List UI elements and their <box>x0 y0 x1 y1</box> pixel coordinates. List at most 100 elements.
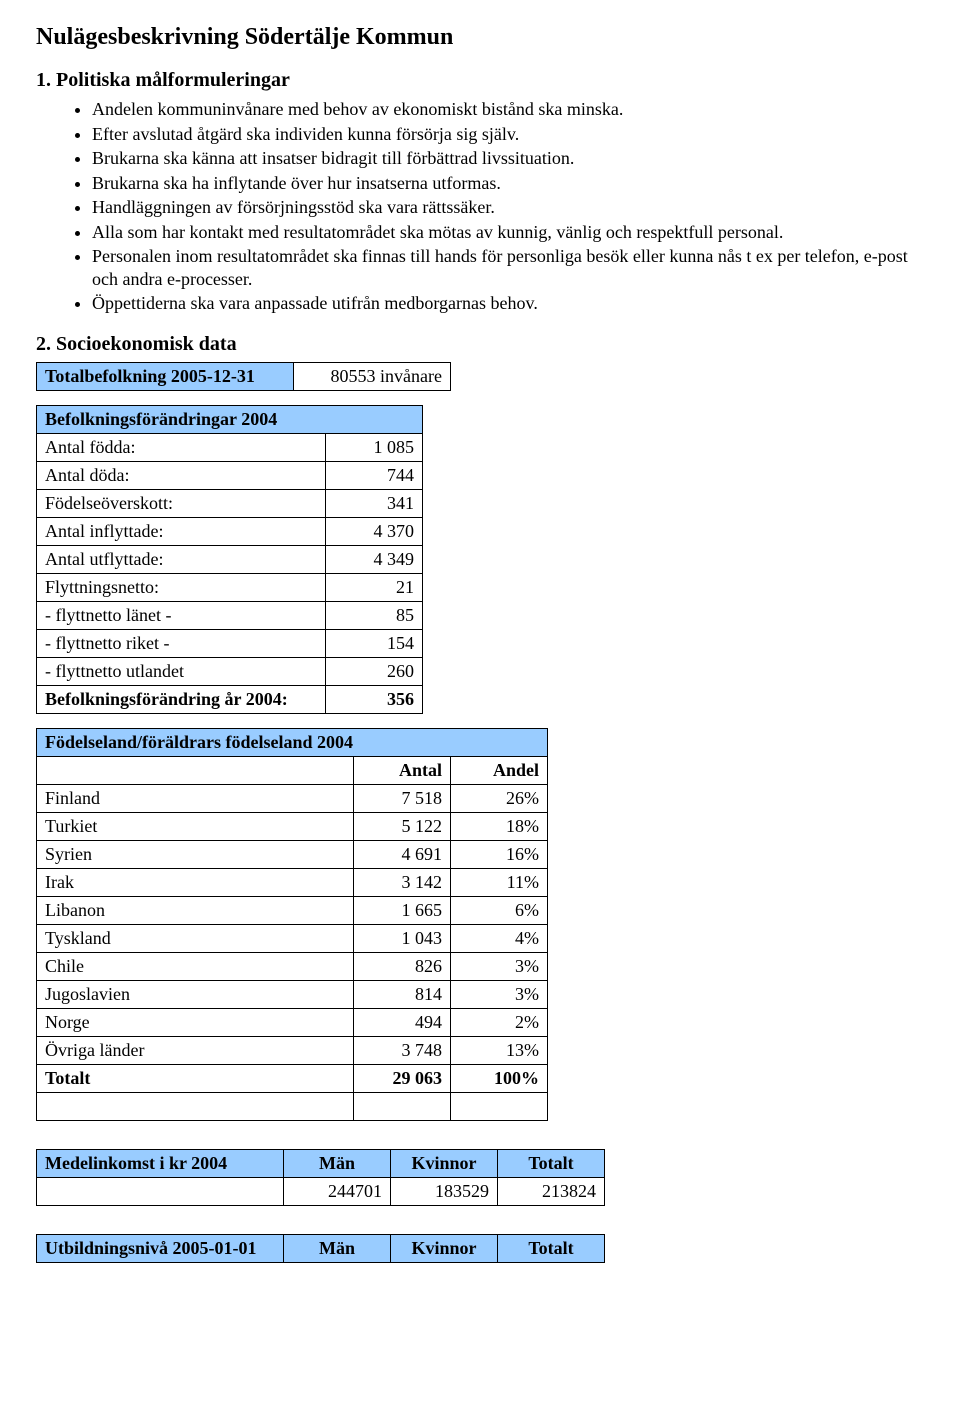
table-row: Tyskland1 0434% <box>37 924 548 952</box>
row-andel: 26% <box>451 784 548 812</box>
income-women: 183529 <box>391 1177 498 1205</box>
row-label: Antal födda: <box>37 433 326 461</box>
row-antal: 1 043 <box>354 924 451 952</box>
row-value: 85 <box>326 601 423 629</box>
row-label: Tyskland <box>37 924 354 952</box>
row-value: 341 <box>326 489 423 517</box>
section2-heading: 2. Socioekonomisk data <box>36 333 924 356</box>
table-row: Libanon1 6656% <box>37 896 548 924</box>
row-label: Övriga länder <box>37 1036 354 1064</box>
row-value: 356 <box>326 685 423 713</box>
empty-cell <box>37 1177 284 1205</box>
row-label: Antal döda: <box>37 461 326 489</box>
list-item: Handläggningen av försörjningsstöd ska v… <box>92 196 924 219</box>
income-men: 244701 <box>284 1177 391 1205</box>
row-label: Flyttningsnetto: <box>37 573 326 601</box>
row-label: - flyttnetto utlandet <box>37 657 326 685</box>
table-row: Flyttningsnetto:21 <box>37 573 423 601</box>
population-table: Totalbefolkning 2005-12-31 80553 invånar… <box>36 362 451 391</box>
row-value: 154 <box>326 629 423 657</box>
row-label: Chile <box>37 952 354 980</box>
row-label: Libanon <box>37 896 354 924</box>
list-item: Efter avslutad åtgärd ska individen kunn… <box>92 123 924 146</box>
page-title: Nulägesbeskrivning Södertälje Kommun <box>36 24 924 51</box>
row-label: Befolkningsförändring år 2004: <box>37 685 326 713</box>
list-item: Öppettiderna ska vara anpassade utifrån … <box>92 292 924 315</box>
section1-heading: 1. Politiska målformuleringar <box>36 69 924 92</box>
table-row: Befolkningsförändring år 2004:356 <box>37 685 423 713</box>
table-row: Irak3 14211% <box>37 868 548 896</box>
row-label: Antal utflyttade: <box>37 545 326 573</box>
birthland-header: Födelseland/föräldrars födelseland 2004 <box>37 728 548 756</box>
table-row: Jugoslavien8143% <box>37 980 548 1008</box>
table-row: Antal utflyttade:4 349 <box>37 545 423 573</box>
row-antal: 5 122 <box>354 812 451 840</box>
col-antal: Antal <box>354 756 451 784</box>
income-total: 213824 <box>498 1177 605 1205</box>
education-header: Utbildningsnivå 2005-01-01 <box>37 1234 284 1262</box>
table-row: Antal döda:744 <box>37 461 423 489</box>
row-label: Syrien <box>37 840 354 868</box>
row-andel: 3% <box>451 952 548 980</box>
table-row: Finland7 51826% <box>37 784 548 812</box>
population-value: 80553 invånare <box>294 362 451 390</box>
row-value: 744 <box>326 461 423 489</box>
policy-goals-list: Andelen kommuninvånare med behov av ekon… <box>36 98 924 315</box>
table-row <box>37 1092 548 1120</box>
empty-cell <box>354 1092 451 1120</box>
education-table: Utbildningsnivå 2005-01-01 Män Kvinnor T… <box>36 1234 605 1263</box>
row-label: Irak <box>37 868 354 896</box>
table-row: Norge4942% <box>37 1008 548 1036</box>
table-row: Övriga länder3 74813% <box>37 1036 548 1064</box>
row-antal: 29 063 <box>354 1064 451 1092</box>
birthland-table: Födelseland/föräldrars födelseland 2004 … <box>36 728 548 1121</box>
row-label: Jugoslavien <box>37 980 354 1008</box>
row-antal: 3 142 <box>354 868 451 896</box>
col-men: Män <box>284 1234 391 1262</box>
row-andel: 16% <box>451 840 548 868</box>
row-label: - flyttnetto riket - <box>37 629 326 657</box>
row-andel: 6% <box>451 896 548 924</box>
row-value: 260 <box>326 657 423 685</box>
row-andel: 13% <box>451 1036 548 1064</box>
row-label: Turkiet <box>37 812 354 840</box>
table-row: Turkiet5 12218% <box>37 812 548 840</box>
empty-cell <box>37 756 354 784</box>
table-row: Födelseöverskott:341 <box>37 489 423 517</box>
row-label: Födelseöverskott: <box>37 489 326 517</box>
row-antal: 814 <box>354 980 451 1008</box>
table-row: - flyttnetto länet -85 <box>37 601 423 629</box>
empty-cell <box>451 1092 548 1120</box>
population-header: Totalbefolkning 2005-12-31 <box>37 362 294 390</box>
row-value: 21 <box>326 573 423 601</box>
row-label: Antal inflyttade: <box>37 517 326 545</box>
table-row: Chile8263% <box>37 952 548 980</box>
col-total: Totalt <box>498 1149 605 1177</box>
table-column-headers: Antal Andel <box>37 756 548 784</box>
col-women: Kvinnor <box>391 1149 498 1177</box>
row-label: Norge <box>37 1008 354 1036</box>
row-andel: 3% <box>451 980 548 1008</box>
table-row: Totalt29 063100% <box>37 1064 548 1092</box>
empty-cell <box>37 1092 354 1120</box>
table-row: - flyttnetto riket -154 <box>37 629 423 657</box>
row-label: Finland <box>37 784 354 812</box>
col-men: Män <box>284 1149 391 1177</box>
list-item: Brukarna ska ha inflytande över hur insa… <box>92 172 924 195</box>
row-value: 4 349 <box>326 545 423 573</box>
income-table: Medelinkomst i kr 2004 Män Kvinnor Total… <box>36 1149 605 1206</box>
row-antal: 826 <box>354 952 451 980</box>
row-antal: 4 691 <box>354 840 451 868</box>
table-row: Antal födda:1 085 <box>37 433 423 461</box>
row-value: 4 370 <box>326 517 423 545</box>
row-andel: 18% <box>451 812 548 840</box>
row-andel: 11% <box>451 868 548 896</box>
table-row: 244701 183529 213824 <box>37 1177 605 1205</box>
row-antal: 3 748 <box>354 1036 451 1064</box>
list-item: Alla som har kontakt med resultatområdet… <box>92 221 924 244</box>
population-changes-table: Befolkningsförändringar 2004 Antal födda… <box>36 405 423 714</box>
row-andel: 2% <box>451 1008 548 1036</box>
list-item: Brukarna ska känna att insatser bidragit… <box>92 147 924 170</box>
row-label: Totalt <box>37 1064 354 1092</box>
table-row: - flyttnetto utlandet260 <box>37 657 423 685</box>
